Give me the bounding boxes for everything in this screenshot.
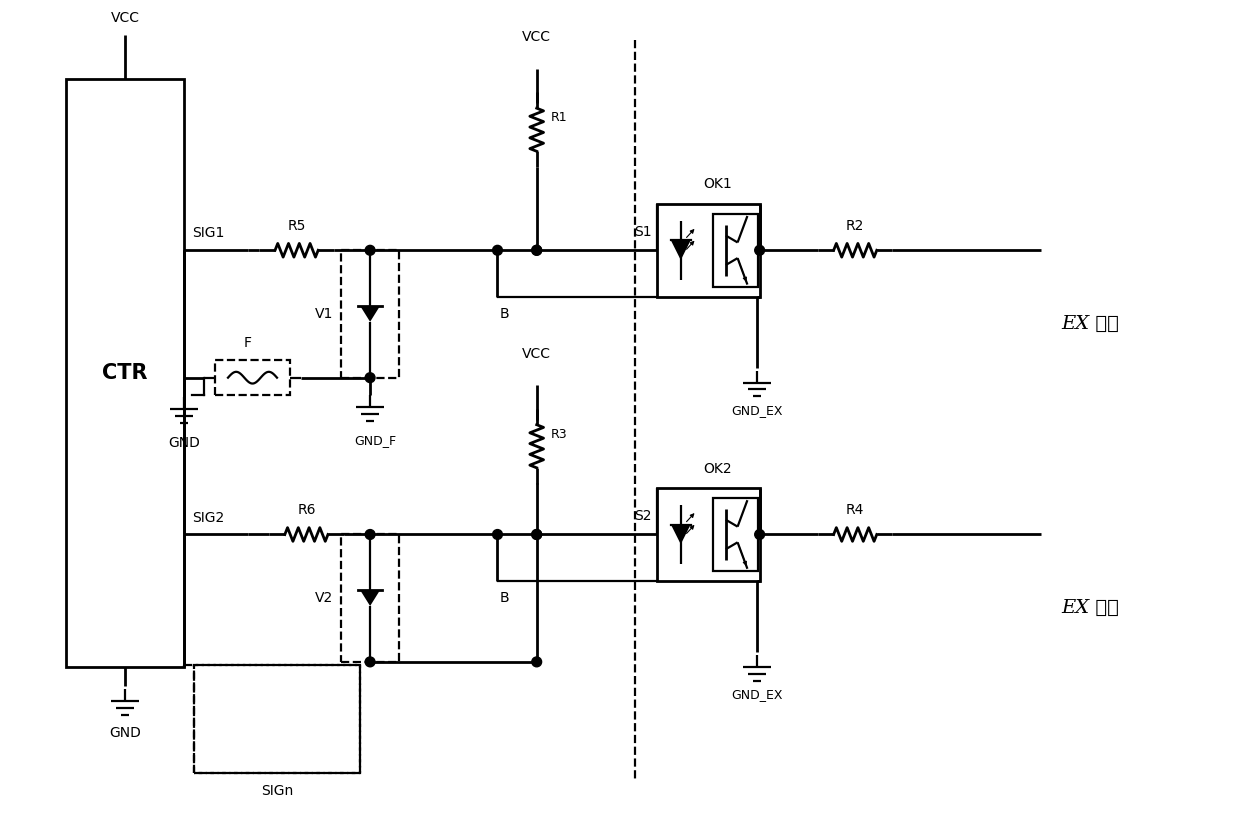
Circle shape — [366, 657, 374, 667]
Bar — [216, 360, 290, 395]
Text: VCC: VCC — [522, 30, 552, 44]
Circle shape — [755, 529, 765, 539]
Circle shape — [492, 529, 502, 539]
Text: R1: R1 — [551, 112, 567, 124]
Text: V2: V2 — [315, 591, 332, 605]
Circle shape — [532, 529, 542, 539]
Text: VCC: VCC — [110, 11, 140, 25]
Text: R3: R3 — [551, 428, 567, 441]
Text: GND_EX: GND_EX — [732, 688, 782, 701]
Text: SIG2: SIG2 — [192, 510, 224, 524]
Circle shape — [366, 529, 374, 539]
Bar — [341, 250, 399, 377]
Text: GND: GND — [167, 436, 200, 450]
Circle shape — [366, 246, 374, 255]
Text: GND: GND — [109, 726, 141, 740]
Text: SIG1: SIG1 — [192, 227, 224, 241]
Circle shape — [366, 373, 374, 382]
Text: V1: V1 — [315, 307, 332, 321]
Polygon shape — [361, 590, 379, 606]
Text: OK2: OK2 — [703, 462, 733, 476]
Text: EX 区域: EX 区域 — [1061, 315, 1120, 333]
Circle shape — [532, 529, 542, 539]
Text: OK1: OK1 — [703, 178, 733, 192]
Bar — [66, 79, 184, 667]
Bar — [657, 204, 760, 297]
Text: CTR: CTR — [103, 363, 148, 383]
Text: S1: S1 — [634, 224, 652, 238]
Circle shape — [532, 246, 542, 255]
Polygon shape — [361, 306, 379, 322]
Bar — [713, 214, 758, 287]
Polygon shape — [671, 241, 691, 260]
Text: F: F — [243, 336, 252, 350]
Text: SIGn: SIGn — [260, 784, 293, 798]
Circle shape — [492, 246, 502, 255]
Bar — [713, 498, 758, 571]
Text: R5: R5 — [288, 219, 306, 233]
Text: R2: R2 — [846, 219, 864, 233]
Circle shape — [532, 246, 542, 255]
Text: EX 区域: EX 区域 — [1061, 599, 1120, 617]
Text: S2: S2 — [635, 509, 652, 523]
Text: GND_EX: GND_EX — [732, 404, 782, 417]
Text: VCC: VCC — [522, 347, 552, 361]
Circle shape — [755, 246, 765, 255]
Bar — [657, 488, 760, 581]
Text: R4: R4 — [846, 503, 864, 517]
Circle shape — [532, 657, 542, 667]
Text: B: B — [500, 591, 510, 605]
Bar — [341, 534, 399, 662]
Text: B: B — [500, 307, 510, 321]
Polygon shape — [671, 524, 691, 544]
Text: GND_F: GND_F — [353, 435, 396, 447]
Text: R6: R6 — [298, 503, 316, 517]
Bar — [193, 665, 361, 773]
